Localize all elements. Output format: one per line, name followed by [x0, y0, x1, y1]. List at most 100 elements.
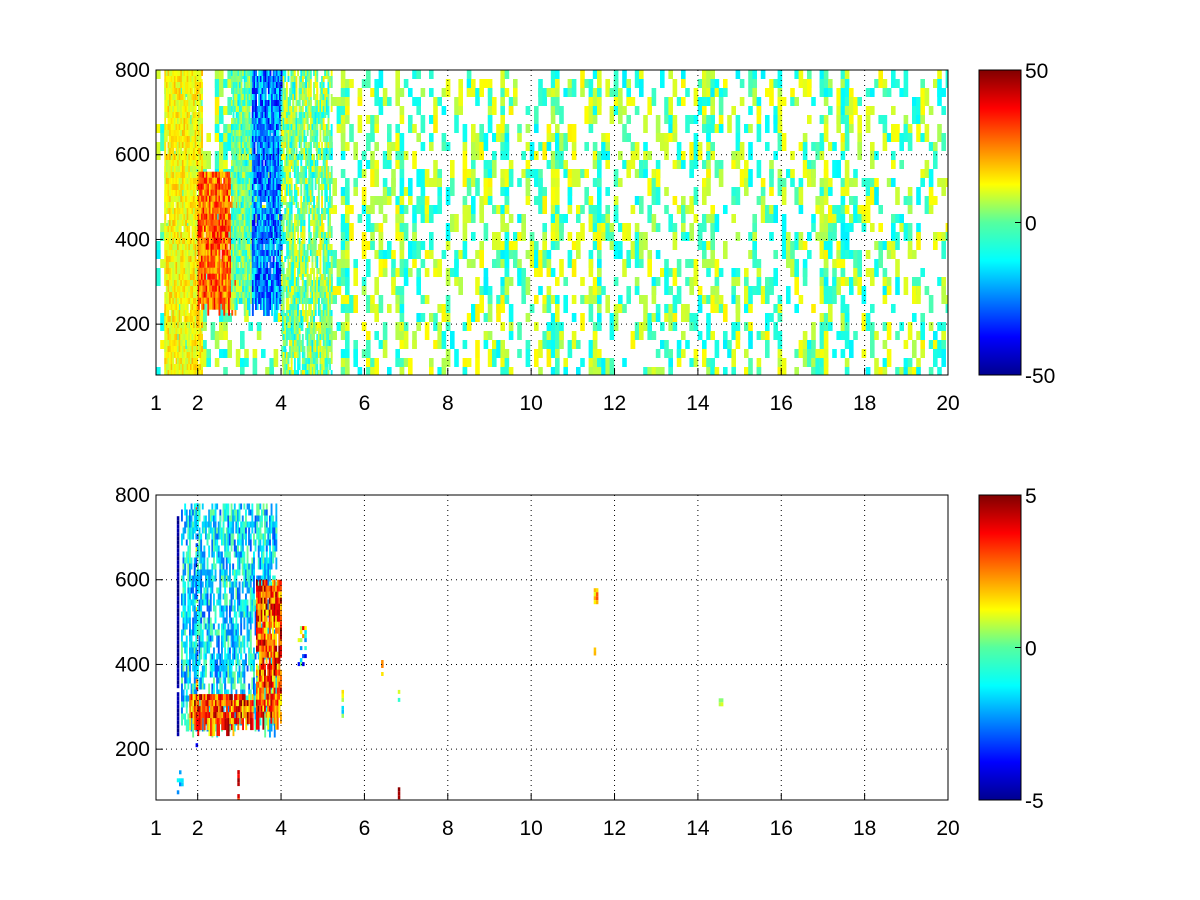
heatmap-cell [710, 151, 715, 160]
heatmap-cell [840, 142, 846, 151]
heatmap-cell [229, 201, 232, 208]
heatmap-cell [790, 151, 795, 160]
heatmap-cell [298, 268, 301, 274]
heatmap-cell [865, 250, 871, 259]
heatmap-cell [693, 349, 699, 358]
heatmap-cell [487, 88, 493, 106]
heatmap-cell [271, 124, 273, 130]
heatmap-cell [215, 231, 218, 238]
heatmap-cell [258, 226, 261, 244]
heatmap-cell [177, 100, 179, 106]
heatmap-cell [185, 106, 187, 112]
heatmap-cell [269, 154, 272, 160]
heatmap-cell [815, 349, 820, 358]
heatmap-cell [275, 112, 278, 130]
heatmap-cell [891, 304, 896, 313]
heatmap-cell [521, 151, 526, 160]
heatmap-cell [282, 334, 285, 340]
heatmap-cell [160, 232, 165, 241]
heatmap-cell [844, 160, 850, 169]
heatmap-cell [178, 298, 181, 304]
heatmap-cell [180, 274, 183, 280]
heatmap-cell [592, 358, 598, 375]
heatmap-cell [714, 88, 720, 97]
heatmap-cell [895, 367, 900, 375]
heatmap-cell [172, 196, 175, 202]
heatmap-cell [181, 76, 184, 82]
heatmap-cell [282, 274, 285, 280]
heatmap-cell [269, 298, 272, 304]
heatmap-cell [550, 151, 556, 169]
heatmap-cell [172, 148, 175, 154]
heatmap-cell [664, 340, 669, 358]
heatmap-cell [298, 76, 301, 94]
heatmap-cell [287, 178, 290, 184]
heatmap-cell [366, 304, 371, 313]
heatmap-cell [836, 88, 841, 106]
heatmap-cell [194, 292, 197, 298]
heatmap-cell [441, 358, 447, 367]
heatmap-cell [416, 196, 421, 214]
heatmap-cell [232, 280, 235, 286]
heatmap-cell [165, 112, 168, 118]
heatmap-cell [248, 322, 253, 331]
heatmap-cell [395, 232, 400, 241]
heatmap-cell [201, 370, 203, 375]
heatmap-cell [555, 79, 560, 88]
heatmap-cell [500, 367, 505, 375]
heatmap-cell [823, 214, 829, 232]
heatmap-cell [164, 346, 167, 352]
heatmap-cell [895, 331, 900, 340]
heatmap-cell [672, 133, 678, 142]
heatmap-cell [555, 178, 560, 187]
heatmap-cell [597, 367, 602, 375]
heatmap-cell [844, 133, 850, 151]
heatmap-cell [290, 358, 293, 364]
heatmap-cell [274, 298, 277, 316]
heatmap-cell [271, 238, 273, 244]
heatmap-cell [167, 310, 170, 316]
heatmap-cell [429, 70, 434, 79]
heatmap-cell [216, 189, 219, 202]
heatmap-cell [471, 304, 476, 322]
heatmap-cell [242, 178, 245, 184]
heatmap-cell [194, 262, 197, 268]
heatmap-cell [169, 316, 171, 322]
heatmap-cell [437, 187, 442, 196]
heatmap-cell [223, 237, 226, 244]
heatmap-cell [240, 226, 243, 232]
heatmap-cell [223, 231, 226, 238]
heatmap-cell [212, 273, 214, 280]
heatmap-cell [164, 358, 167, 364]
heatmap-cell [255, 298, 257, 310]
heatmap-cell [416, 106, 421, 115]
heatmap-cell [188, 214, 191, 232]
heatmap-cell [395, 160, 400, 169]
heatmap-cell [239, 118, 241, 124]
heatmap-cell [269, 256, 272, 274]
heatmap-cell [819, 151, 825, 160]
heatmap-cell [255, 244, 257, 250]
heatmap-cell [416, 70, 421, 79]
heatmap-cell [441, 133, 447, 142]
heatmap-cell [441, 250, 447, 259]
heatmap-cell [928, 187, 934, 205]
heatmap-cell [295, 118, 298, 136]
heatmap-cell [165, 70, 168, 76]
heatmap-cell [165, 352, 168, 358]
heatmap-cell [177, 190, 179, 196]
heatmap-cell [840, 187, 846, 196]
heatmap-cell [819, 196, 825, 205]
heatmap-cell [492, 349, 497, 367]
heatmap-cell [769, 169, 774, 187]
heatmap-cell [245, 106, 248, 124]
heatmap-cell [237, 106, 240, 112]
heatmap-cell [196, 340, 199, 358]
heatmap-cell [912, 313, 917, 322]
heatmap-cell [267, 118, 270, 124]
heatmap-cell [213, 237, 216, 244]
heatmap-cell [345, 223, 350, 241]
heatmap-cell [219, 349, 224, 358]
heatmap-cell [287, 370, 290, 375]
heatmap-cell [882, 277, 888, 286]
